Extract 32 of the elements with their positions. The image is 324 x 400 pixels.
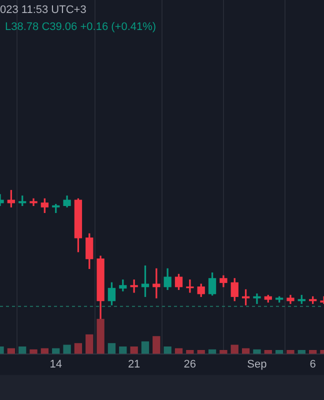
bar (86, 334, 94, 354)
bar (30, 349, 38, 354)
candlestick (253, 293, 261, 304)
bar (230, 344, 238, 354)
bar (298, 350, 306, 354)
candlestick (186, 280, 194, 293)
bar (275, 350, 284, 354)
text: 023 11:53 UTC+3 (0, 4, 86, 16)
bar (197, 350, 205, 354)
bar (141, 341, 150, 354)
bar (130, 346, 138, 354)
text: L38.78 C39.06 +0.16 (+0.41%) (5, 21, 156, 33)
candlestick (130, 280, 138, 293)
x-tick-label: 6 (310, 358, 316, 370)
bar (309, 350, 317, 354)
bar (74, 343, 82, 354)
bar (96, 318, 104, 354)
bar (18, 346, 26, 354)
bar (119, 346, 127, 354)
bar (186, 350, 194, 354)
bar (108, 343, 116, 354)
x-tick-label: 21 (128, 358, 140, 370)
x-tick-label: 14 (50, 358, 62, 370)
bar (152, 336, 160, 354)
x-tick-label: 26 (184, 358, 196, 370)
bar (63, 344, 71, 354)
bar (220, 350, 228, 354)
bar (264, 350, 272, 354)
bar (253, 349, 261, 354)
bar (286, 350, 294, 354)
x-tick-label: Sep (247, 358, 267, 370)
bar (164, 346, 172, 354)
